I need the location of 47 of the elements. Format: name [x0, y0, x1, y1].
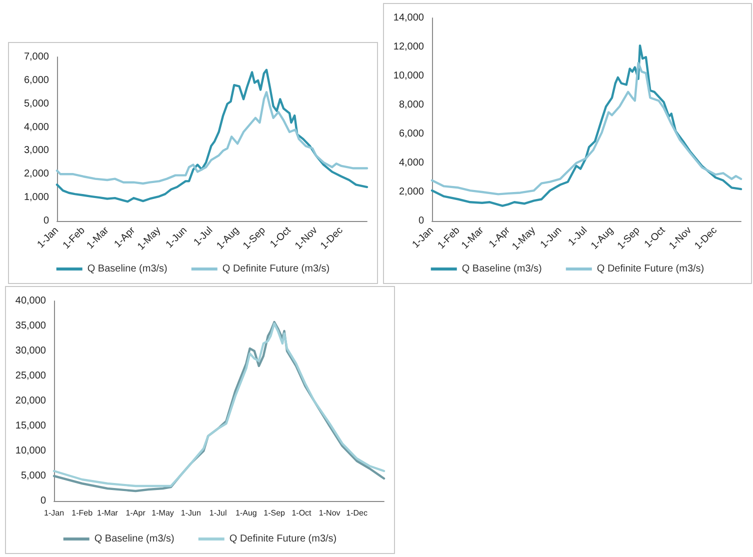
x-tick-label: 1-Nov	[318, 508, 340, 518]
x-tick-label: 1-Jul	[209, 508, 227, 518]
legend-label: Q Definite Future (m3/s)	[222, 264, 330, 274]
y-tick-label: 10,000	[15, 446, 46, 456]
x-tick-label: 1-Dec	[346, 508, 368, 518]
y-tick-label: 6,000	[398, 128, 424, 140]
line-series	[56, 91, 368, 185]
legend-label: Q Baseline (m3/s)	[87, 264, 168, 274]
x-tick-label: 1-Feb	[72, 508, 94, 518]
x-tick-label: 1-May	[152, 508, 174, 518]
y-tick-label: 14,000	[393, 12, 424, 24]
y-tick-label: 10,000	[393, 70, 424, 82]
y-tick-label: 8,000	[398, 100, 424, 110]
y-tick-label: 20,000	[15, 396, 46, 406]
y-tick-label: 2,000	[398, 186, 424, 198]
y-tick-label: 0	[40, 496, 46, 506]
legend-label: Q Definite Future (m3/s)	[596, 264, 704, 274]
y-tick-label: 1,000	[24, 192, 50, 204]
y-tick-label: 15,000	[15, 420, 46, 432]
y-tick-label: 3,000	[24, 145, 50, 156]
y-tick-label: 0	[43, 216, 50, 226]
y-tick-label: 4,000	[24, 122, 50, 133]
y-tick-label: 6,000	[24, 74, 50, 86]
legend-label: Q Baseline (m3/s)	[462, 264, 542, 274]
x-tick-label: 1-Oct	[292, 508, 312, 518]
legend-label: Q Baseline (m3/s)	[94, 534, 174, 544]
y-tick-label: 7,000	[24, 52, 50, 62]
y-tick-label: 35,000	[15, 320, 46, 332]
y-tick-label: 40,000	[15, 296, 46, 306]
y-tick-label: 30,000	[15, 346, 46, 356]
y-tick-label: 2,000	[24, 168, 50, 180]
legend-label: Q Definite Future (m3/s)	[229, 534, 337, 544]
x-tick-label: 1-Aug	[236, 508, 257, 518]
x-tick-label: 1-Apr	[126, 508, 146, 518]
y-tick-label: 0	[418, 216, 424, 226]
y-tick-label: 12,000	[393, 42, 424, 52]
y-tick-label: 5,000	[20, 470, 46, 482]
x-tick-label: 1-Jun	[180, 508, 201, 518]
y-tick-label: 25,000	[15, 370, 46, 382]
line-series	[56, 68, 368, 203]
x-tick-label: 1-Mar	[97, 508, 118, 518]
line-series	[430, 44, 742, 207]
y-tick-label: 4,000	[398, 158, 424, 168]
x-tick-label: 1-Jan	[44, 508, 64, 518]
x-tick-label: 1-Sep	[264, 508, 286, 518]
y-tick-label: 5,000	[24, 98, 50, 110]
line-series	[430, 62, 742, 196]
